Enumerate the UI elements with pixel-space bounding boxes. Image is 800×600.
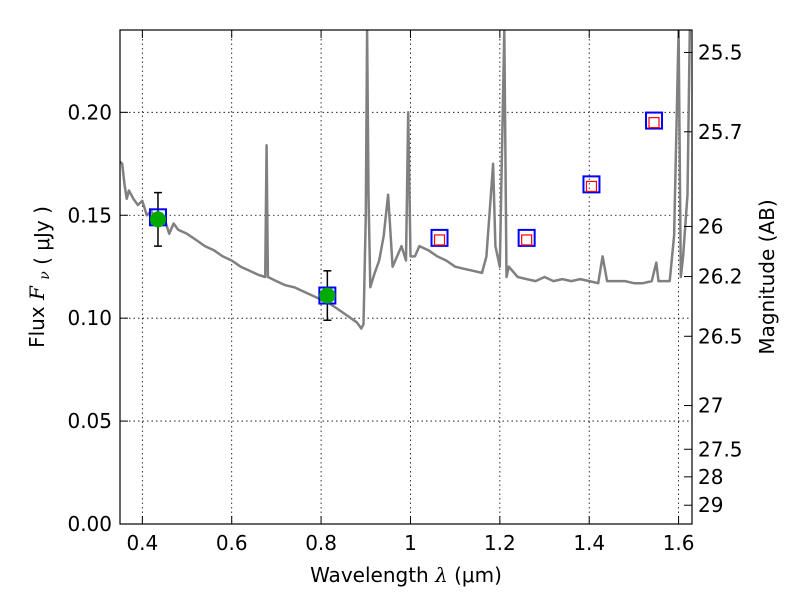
x-tick-label: 0.6 (216, 531, 248, 555)
x-tick-label: 0.8 (305, 531, 337, 555)
right-axis-label: Magnitude (AB) (755, 199, 779, 354)
photometry-markers (148, 111, 664, 321)
model-photometry-marker (582, 175, 601, 194)
y-axis-label: Flux F ν ( μJy ) (25, 206, 54, 348)
model-photometry-marker (430, 228, 449, 247)
x-tick-label: 1.6 (663, 531, 695, 555)
right-tick-label: 25.5 (698, 40, 743, 64)
model-spectrum-line (120, 30, 692, 330)
right-tick-label: 25.7 (698, 120, 743, 144)
axis-ticks: 0.4 0.6 0.8 1 1.2 1.4 1.6 0.00 0.05 0.10 0.15 0.20 2… (67, 30, 743, 555)
observed-point (149, 211, 166, 228)
model-spectrum (120, 30, 692, 330)
predicted-marker (585, 180, 598, 193)
x-tick-label: 1.2 (484, 531, 516, 555)
predicted-marker (648, 117, 660, 129)
x-axis-label: Wavelength λ (μm) (310, 563, 502, 587)
predicted-marker (521, 234, 533, 246)
y-tick-label: 0.20 (67, 100, 112, 124)
right-tick-label: 26.2 (698, 265, 743, 289)
model-photometry-marker (517, 228, 536, 247)
model-spectrum-group (120, 30, 692, 330)
observed-point (319, 287, 336, 304)
y-tick-label: 0.00 (67, 512, 112, 536)
right-tick-label: 26.5 (698, 324, 743, 348)
y-tick-label: 0.15 (67, 203, 112, 227)
predicted-marker (433, 234, 446, 246)
y-tick-label: 0.10 (67, 306, 112, 330)
right-tick-label: 27 (698, 394, 723, 418)
x-tick-label: 1 (404, 531, 417, 555)
x-tick-label: 0.4 (126, 531, 158, 555)
y-tick-label: 0.05 (67, 409, 112, 433)
right-tick-label: 28 (698, 465, 723, 489)
right-tick-label: 29 (698, 493, 723, 517)
right-tick-label: 27.5 (698, 437, 743, 461)
x-tick-label: 1.4 (573, 531, 605, 555)
right-tick-label: 26 (698, 214, 723, 238)
model-photometry-marker (645, 111, 664, 130)
